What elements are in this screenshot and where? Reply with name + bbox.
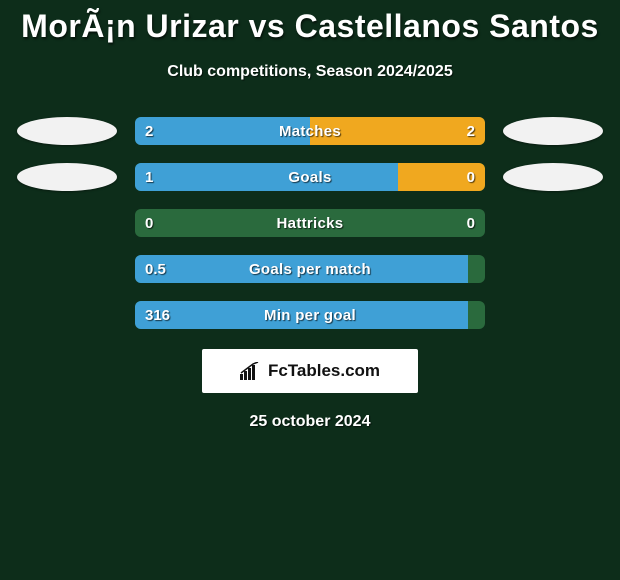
right-avatar-slot xyxy=(503,301,603,329)
stat-row: 0 0Hattricks xyxy=(0,209,620,237)
stat-bar: 0 0Hattricks xyxy=(135,209,485,237)
player-avatar-icon xyxy=(17,117,117,145)
left-avatar-slot xyxy=(17,209,117,237)
player-avatar-icon xyxy=(503,117,603,145)
stat-bar: 22Matches xyxy=(135,117,485,145)
stat-row: 316Min per goal xyxy=(0,301,620,329)
bar-left-fill xyxy=(135,163,398,191)
stat-row: 0.5Goals per match xyxy=(0,255,620,283)
player-avatar-icon xyxy=(17,163,117,191)
bar-right-fill xyxy=(310,117,485,145)
right-avatar-slot xyxy=(503,163,603,191)
stat-bar: 316Min per goal xyxy=(135,301,485,329)
left-avatar-slot xyxy=(17,163,117,191)
bar-right-fill xyxy=(398,163,486,191)
date-label: 25 october 2024 xyxy=(0,413,620,431)
bar-left-fill xyxy=(135,255,468,283)
stat-bar: 0.5Goals per match xyxy=(135,255,485,283)
stat-bar: 10Goals xyxy=(135,163,485,191)
brand-box: FcTables.com xyxy=(202,349,418,393)
right-value: 0 xyxy=(467,209,475,237)
stat-row: 10Goals xyxy=(0,163,620,191)
stat-row: 22Matches xyxy=(0,117,620,145)
left-value: 0 xyxy=(145,209,153,237)
left-avatar-slot xyxy=(17,255,117,283)
stat-rows: 22Matches 10Goals 0 0Hattricks 0.5Goals per … xyxy=(0,117,620,329)
bar-left-fill xyxy=(135,117,310,145)
page-subtitle: Club competitions, Season 2024/2025 xyxy=(0,63,620,81)
bar-left-fill xyxy=(135,301,468,329)
left-avatar-slot xyxy=(17,117,117,145)
right-avatar-slot xyxy=(503,255,603,283)
left-avatar-slot xyxy=(17,301,117,329)
comparison-infographic: MorÃ¡n Urizar vs Castellanos Santos Club… xyxy=(0,0,620,580)
page-title: MorÃ¡n Urizar vs Castellanos Santos xyxy=(0,0,620,45)
bars-icon xyxy=(240,362,262,380)
brand-text: FcTables.com xyxy=(268,361,380,381)
right-avatar-slot xyxy=(503,117,603,145)
stat-label: Hattricks xyxy=(135,209,485,237)
right-avatar-slot xyxy=(503,209,603,237)
player-avatar-icon xyxy=(503,163,603,191)
